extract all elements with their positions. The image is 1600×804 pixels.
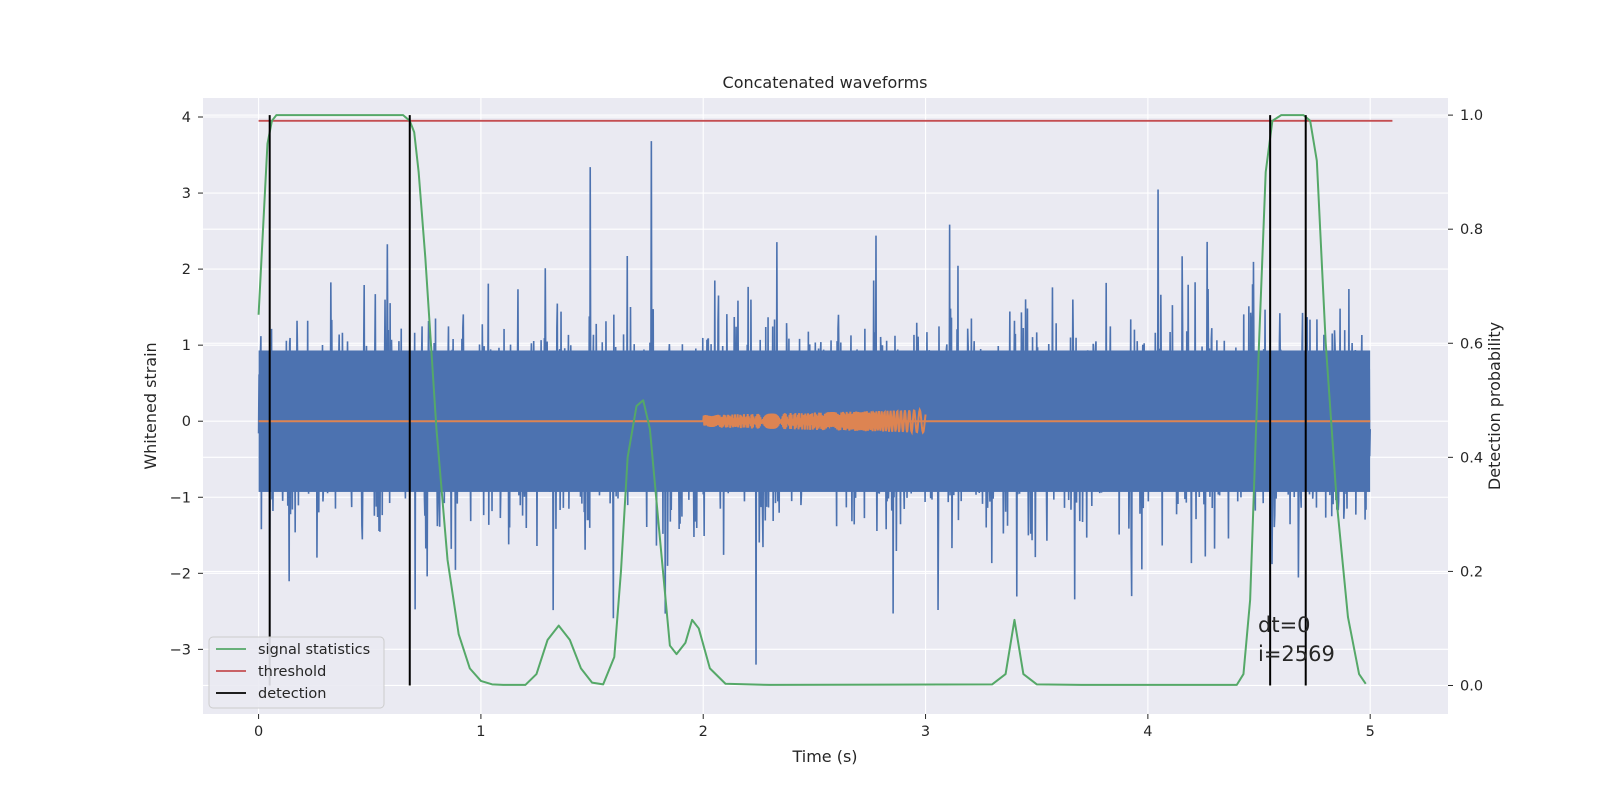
x-tick-label-0: 0	[254, 724, 263, 740]
annotation-i: i=2569	[1258, 642, 1335, 666]
plot-area	[257, 114, 1393, 686]
y2-tick-label-5: 1.0	[1460, 108, 1483, 124]
y-axis-label: Whitened strain	[141, 342, 160, 469]
legend-label-threshold: threshold	[258, 664, 326, 680]
x-tick-label-2: 2	[699, 724, 708, 740]
y-tick-label-6: 3	[182, 186, 191, 202]
legend: signal statistics threshold detection	[208, 636, 385, 709]
y2-tick-label-2: 0.4	[1460, 450, 1483, 466]
x-tick-label-4: 4	[1143, 724, 1152, 740]
y-tick-label-4: 1	[182, 338, 191, 354]
series-chirp-line	[702, 406, 927, 436]
legend-label-signal-statistics: signal statistics	[258, 642, 370, 658]
y-tick-label-5: 2	[182, 262, 191, 278]
series-signal-statistics-line	[257, 114, 1367, 686]
y-tick-label-7: 4	[182, 110, 191, 126]
y2-tick-label-4: 0.8	[1460, 222, 1483, 238]
y-tick-label-2: −1	[170, 490, 191, 506]
x-axis-label: Time (s)	[791, 747, 857, 766]
legend-label-detection: detection	[258, 686, 326, 702]
y2-tick-label-3: 0.6	[1460, 336, 1483, 352]
y2-axis-label: Detection probability	[1485, 322, 1504, 490]
axes: 0 1 2 3 4 5 −3 −2 −1 0 1 2 3 4 0.0 0.2 0.4 0.6 0.8 1.0	[170, 108, 1483, 740]
x-tick-label-1: 1	[476, 724, 485, 740]
chart-title: Concatenated waveforms	[723, 73, 928, 92]
legend-box	[208, 636, 385, 709]
y-tick-label-3: 0	[182, 414, 191, 430]
annotation-dt: dt=0	[1258, 613, 1311, 637]
y-tick-label-0: −3	[170, 642, 191, 658]
x-tick-label-5: 5	[1366, 724, 1375, 740]
x-tick-label-3: 3	[921, 724, 930, 740]
y-tick-label-1: −2	[170, 566, 191, 582]
y2-tick-label-0: 0.0	[1460, 678, 1483, 694]
y2-tick-label-1: 0.2	[1460, 564, 1483, 580]
